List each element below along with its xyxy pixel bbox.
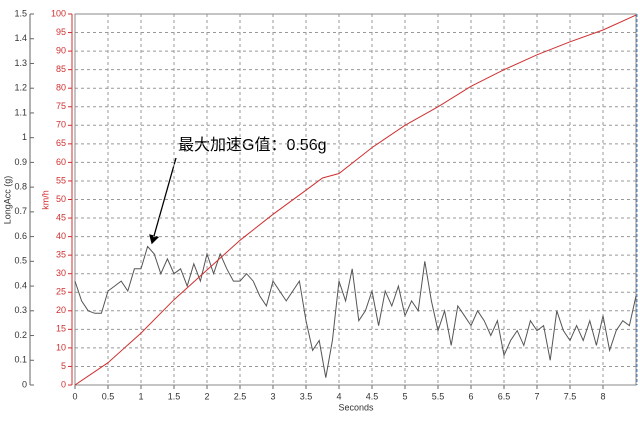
y2-tick-label: 55 [56,175,66,185]
y-tick-label: 0 [22,379,27,389]
y-tick-label: 1.4 [14,33,27,43]
y-tick-label: 1.1 [14,107,27,117]
y2-tick-label: 40 [56,231,66,241]
y-tick-label: 0.7 [14,206,27,216]
y-tick-label: 1.3 [14,58,27,68]
y2-tick-label: 80 [56,83,66,93]
y2-tick-label: 30 [56,268,66,278]
y-tick-label: 0.2 [14,330,27,340]
y2-tick-label: 60 [56,157,66,167]
y2-tick-label: 10 [56,342,66,352]
x-axis-label: Seconds [338,402,374,412]
y-tick-label: 0.9 [14,157,27,167]
y2-tick-label: 85 [56,64,66,74]
x-tick-label: 7.5 [564,391,577,401]
x-tick-label: 2.5 [234,391,247,401]
x-tick-label: 1 [138,391,143,401]
y2-tick-label: 15 [56,324,66,334]
y2-tick-label: 95 [56,27,66,37]
y2-tick-label: 25 [56,287,66,297]
x-tick-label: 3 [270,391,275,401]
y2-tick-label: 45 [56,212,66,222]
y2-tick-label: 5 [61,361,66,371]
x-tick-label: 1.5 [168,391,181,401]
y-tick-label: 1.2 [14,83,27,93]
data-line [74,14,637,386]
annotation-arrow [149,157,177,245]
x-tick-label: 6.5 [498,391,511,401]
y2-tick-label: 70 [56,120,66,130]
x-tick-label: 2 [204,391,209,401]
x-tick-label: 0 [72,391,77,401]
y2-tick-label: 75 [56,101,66,111]
plot-frame [74,13,637,386]
y-tick-label: 0.5 [14,256,27,266]
y2-tick-label: 20 [56,305,66,315]
x-tick-label: 7 [534,391,539,401]
x-tick-label: 5.5 [432,391,445,401]
y-tick-label: 1.5 [14,8,27,18]
y-tick-label: 0.3 [14,305,27,315]
data-line [74,245,637,378]
y-tick-label: 0.6 [14,231,27,241]
y-tick-label: 1 [22,132,27,142]
x-tick-label: 4 [336,391,341,401]
x-tick-label: 5 [402,391,407,401]
y2-tick-label: 0 [61,379,66,389]
x-tick-label: 6 [468,391,473,401]
y2-tick-label: 50 [56,194,66,204]
annotation: 最大加速G值：0.56g [178,136,327,154]
y-axis-label: LongAcc (g) [2,176,12,225]
x-tick-label: 3.5 [300,391,313,401]
y2-tick-label: 35 [56,250,66,260]
y2-tick-label: 100 [51,8,66,18]
y-tick-label: 0.8 [14,182,27,192]
y-tick-label: 0.4 [14,280,27,290]
y2-axis-label: km/h [40,190,50,210]
y2-tick-label: 65 [56,138,66,148]
y-tick-label: 0.1 [14,355,27,365]
x-tick-label: 4.5 [366,391,379,401]
y2-tick-label: 90 [56,45,66,55]
x-tick-label: 0.5 [102,391,115,401]
x-tick-label: 8 [600,391,605,401]
